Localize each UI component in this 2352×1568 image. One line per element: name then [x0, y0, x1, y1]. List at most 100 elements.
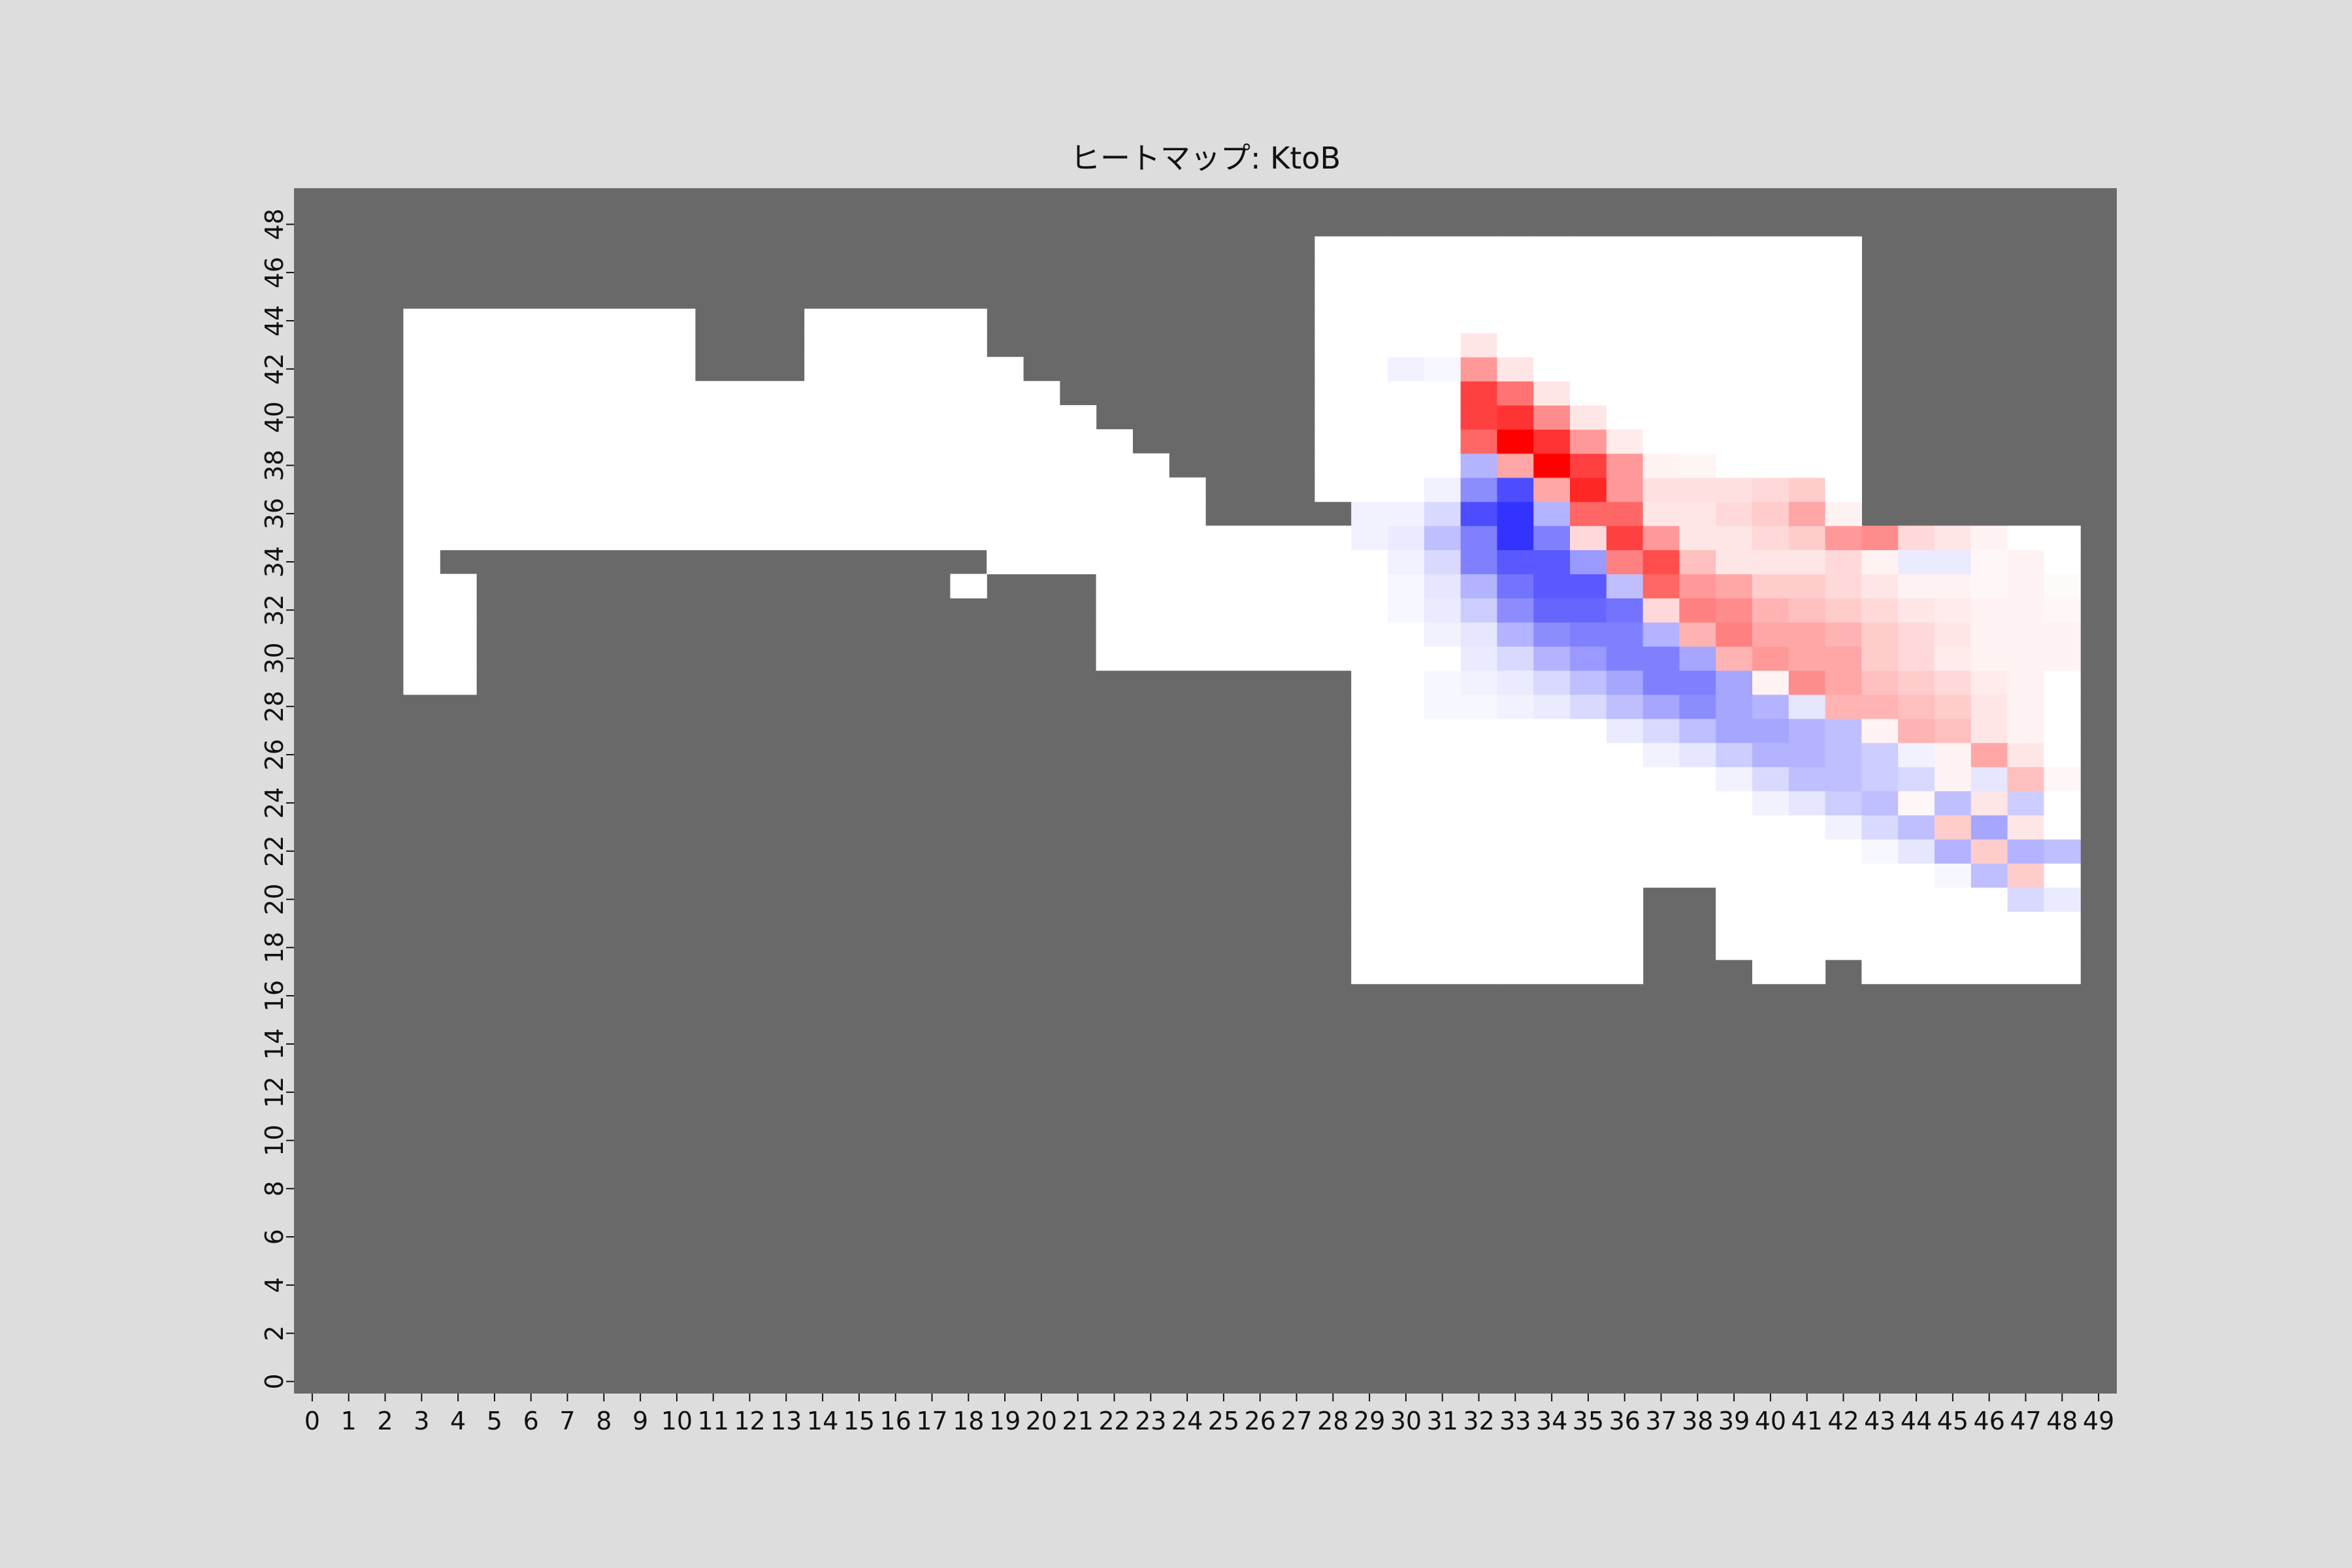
- heatmap-cell: [1752, 935, 1789, 960]
- heatmap-cell: [877, 357, 915, 382]
- x-tick-label: 14: [807, 1407, 838, 1435]
- heatmap-cell: [1351, 381, 1388, 406]
- x-tick-label: 3: [414, 1407, 429, 1435]
- heatmap-cell: [1059, 549, 1097, 574]
- heatmap-cell: [1788, 839, 1826, 864]
- heatmap-cell: [1533, 935, 1571, 960]
- heatmap-cell: [1570, 284, 1607, 310]
- heatmap-cell: [1241, 598, 1279, 623]
- heatmap-cell: [1788, 791, 1826, 815]
- heatmap-cell: [585, 429, 623, 454]
- heatmap-cell: [1460, 959, 1497, 985]
- heatmap-cell: [403, 357, 440, 382]
- heatmap-cell: [804, 525, 841, 551]
- heatmap-cell: [877, 429, 915, 454]
- heatmap-cell: [1388, 959, 1425, 985]
- heatmap-cell: [1132, 525, 1169, 551]
- heatmap-cell: [1533, 742, 1571, 768]
- heatmap-cell: [1023, 405, 1060, 430]
- heatmap-cell: [1825, 429, 1862, 454]
- heatmap-cell: [1570, 549, 1607, 574]
- heatmap-cell: [403, 477, 440, 502]
- heatmap-cell: [440, 646, 477, 671]
- heatmap-cell: [1716, 718, 1753, 743]
- heatmap-cell: [1241, 646, 1279, 671]
- heatmap-cell: [1497, 236, 1534, 261]
- heatmap-cell: [1278, 549, 1315, 574]
- heatmap-cell: [1388, 646, 1425, 671]
- heatmap-cell: [1935, 791, 1972, 815]
- heatmap-cell: [1315, 405, 1352, 430]
- heatmap-cell: [841, 453, 878, 478]
- heatmap-cell: [1642, 501, 1680, 527]
- heatmap-cell: [1825, 453, 1862, 478]
- heatmap-cell: [403, 598, 440, 623]
- heatmap-cell: [1825, 260, 1862, 286]
- heatmap-cell: [549, 501, 586, 527]
- x-axis: 0 1 2 3 4 5 6 7 8 9 10 11 12 13 14 15 16 17 18 19 20 21 22 23 24…: [304, 1394, 2114, 1435]
- heatmap-cell: [768, 501, 805, 527]
- heatmap-cell: [841, 308, 878, 333]
- heatmap-cell: [1460, 935, 1497, 960]
- heatmap-cell: [1533, 236, 1571, 261]
- heatmap-cell: [1825, 501, 1862, 527]
- heatmap-cell: [1533, 501, 1571, 527]
- heatmap-cell: [877, 405, 915, 430]
- heatmap-cell: [1424, 694, 1462, 719]
- heatmap-cell: [1388, 815, 1425, 840]
- x-tick-label: 44: [1901, 1407, 1932, 1435]
- heatmap-cell: [1716, 598, 1753, 623]
- heatmap-cell: [1023, 501, 1060, 527]
- heatmap-cell: [1861, 646, 1899, 671]
- heatmap-cell: [1752, 646, 1789, 671]
- heatmap-cell: [1606, 863, 1644, 888]
- heatmap-cell: [1825, 887, 1862, 912]
- heatmap-cell: [987, 405, 1024, 430]
- heatmap-cell: [1679, 791, 1716, 815]
- heatmap-cell: [1351, 887, 1388, 912]
- heatmap-cell: [1460, 694, 1497, 719]
- heatmap-cell: [1606, 959, 1644, 985]
- heatmap-cell: [1642, 670, 1680, 695]
- heatmap-cell: [1059, 501, 1097, 527]
- heatmap-cell: [659, 333, 696, 357]
- y-tick-label: 12: [260, 1077, 289, 1108]
- heatmap-cell: [1606, 646, 1644, 671]
- heatmap-cell: [1388, 791, 1425, 815]
- heatmap-cell: [1497, 622, 1534, 647]
- heatmap-cell: [1169, 501, 1206, 527]
- heatmap-cell: [1642, 622, 1680, 647]
- heatmap-cell: [1424, 574, 1462, 598]
- heatmap-cell: [1898, 574, 1935, 598]
- heatmap-cell: [1606, 260, 1644, 286]
- heatmap-cell: [1898, 646, 1935, 671]
- heatmap-cell: [1424, 718, 1462, 743]
- heatmap-cell: [403, 429, 440, 454]
- heatmap-cell: [1606, 742, 1644, 768]
- heatmap-cell: [476, 429, 514, 454]
- heatmap-cell: [1497, 574, 1534, 598]
- heatmap-cell: [1533, 887, 1571, 912]
- heatmap-cell: [1935, 718, 1972, 743]
- heatmap-cell: [1570, 742, 1607, 768]
- heatmap-cell: [1351, 574, 1388, 598]
- heatmap-cell: [841, 501, 878, 527]
- heatmap-cell: [1388, 308, 1425, 333]
- heatmap-cell: [1970, 839, 2008, 864]
- heatmap-cell: [1642, 718, 1680, 743]
- heatmap-cell: [877, 381, 915, 406]
- heatmap-cell: [1351, 357, 1388, 382]
- heatmap-cell: [1023, 477, 1060, 502]
- heatmap-cell: [1169, 477, 1206, 502]
- heatmap-cell: [1788, 308, 1826, 333]
- heatmap-cell: [841, 333, 878, 357]
- heatmap-cell: [1241, 622, 1279, 647]
- heatmap-cell: [1533, 574, 1571, 598]
- heatmap-cell: [476, 453, 514, 478]
- heatmap-cell: [1241, 525, 1279, 551]
- heatmap-cell: [694, 429, 732, 454]
- heatmap-cell: [1788, 742, 1826, 768]
- heatmap-cell: [1825, 863, 1862, 888]
- heatmap-cell: [1935, 670, 1972, 695]
- y-tick-label: 30: [260, 642, 289, 674]
